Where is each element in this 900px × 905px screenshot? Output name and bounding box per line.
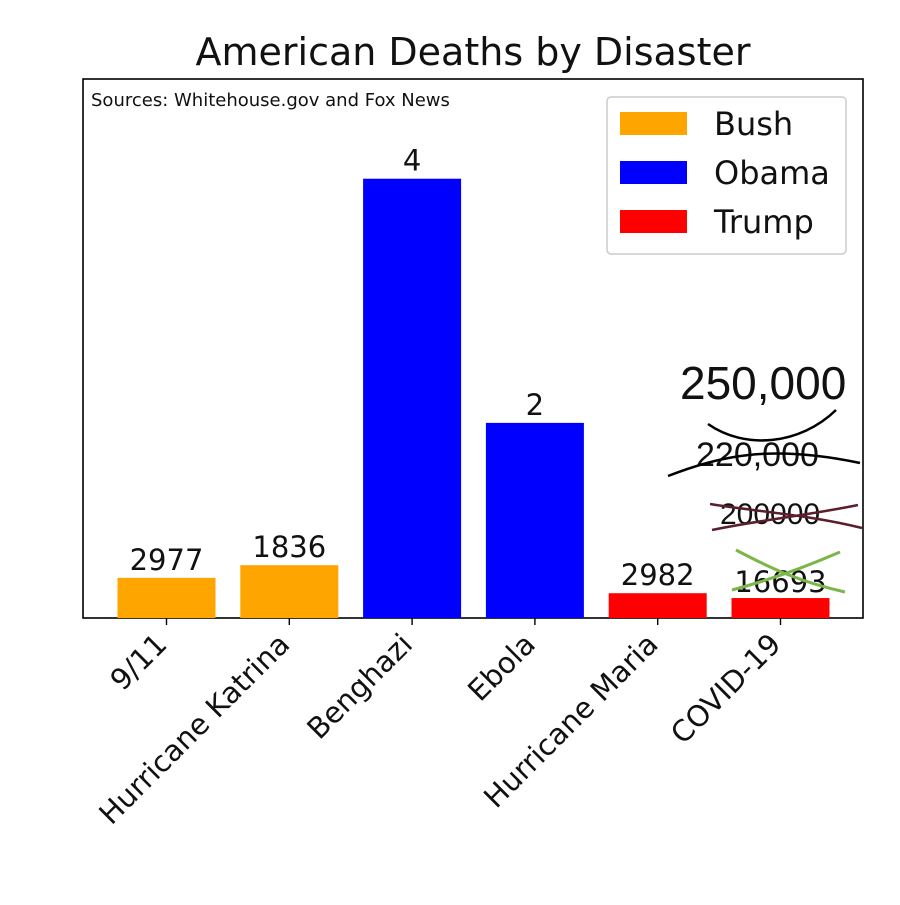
x-tick-label-covid-19: COVID-19 <box>664 627 788 751</box>
value-label-hurricane-maria: 2982 <box>621 558 695 592</box>
strike-200000-a <box>709 502 863 530</box>
strike-220000-a <box>667 452 861 478</box>
annotation-250000: 250,000 <box>680 357 846 409</box>
strike-16693-b <box>731 550 841 592</box>
strike-220000-b <box>707 409 837 442</box>
legend-swatch-trump <box>620 210 687 233</box>
legend-label-trump: Trump <box>713 203 814 241</box>
x-tick-label-ebola: Ebola <box>461 627 542 708</box>
annotation-group: 250,000 220,000 200000 <box>667 357 863 594</box>
chart-title: American Deaths by Disaster <box>196 30 751 74</box>
value-label-9-11: 2977 <box>130 543 204 577</box>
bar-ebola <box>485 422 584 618</box>
source-note: Sources: Whitehouse.gov and Fox News <box>91 90 450 111</box>
legend-swatch-bush <box>620 112 687 135</box>
value-label-hurricane-katrina: 1836 <box>252 530 326 564</box>
bars-layer <box>117 178 830 618</box>
x-tick-label-benghazi: Benghazi <box>300 627 419 746</box>
value-label-benghazi: 4 <box>403 144 421 178</box>
legend-swatch-obama <box>620 161 687 184</box>
x-tick-label-9-11: 9/11 <box>103 627 173 697</box>
bar-hurricane-maria <box>608 593 707 618</box>
legend-label-obama: Obama <box>714 154 830 192</box>
legend: Bush Obama Trump <box>606 96 847 255</box>
bar-covid-19 <box>731 598 830 618</box>
bar-benghazi <box>363 178 462 618</box>
bar-9-11 <box>117 577 216 618</box>
value-label-ebola: 2 <box>526 388 544 422</box>
legend-label-bush: Bush <box>714 105 793 143</box>
bar-hurricane-katrina <box>240 565 339 618</box>
strike-200000-b <box>711 503 859 532</box>
plot-area-frame <box>82 78 864 619</box>
